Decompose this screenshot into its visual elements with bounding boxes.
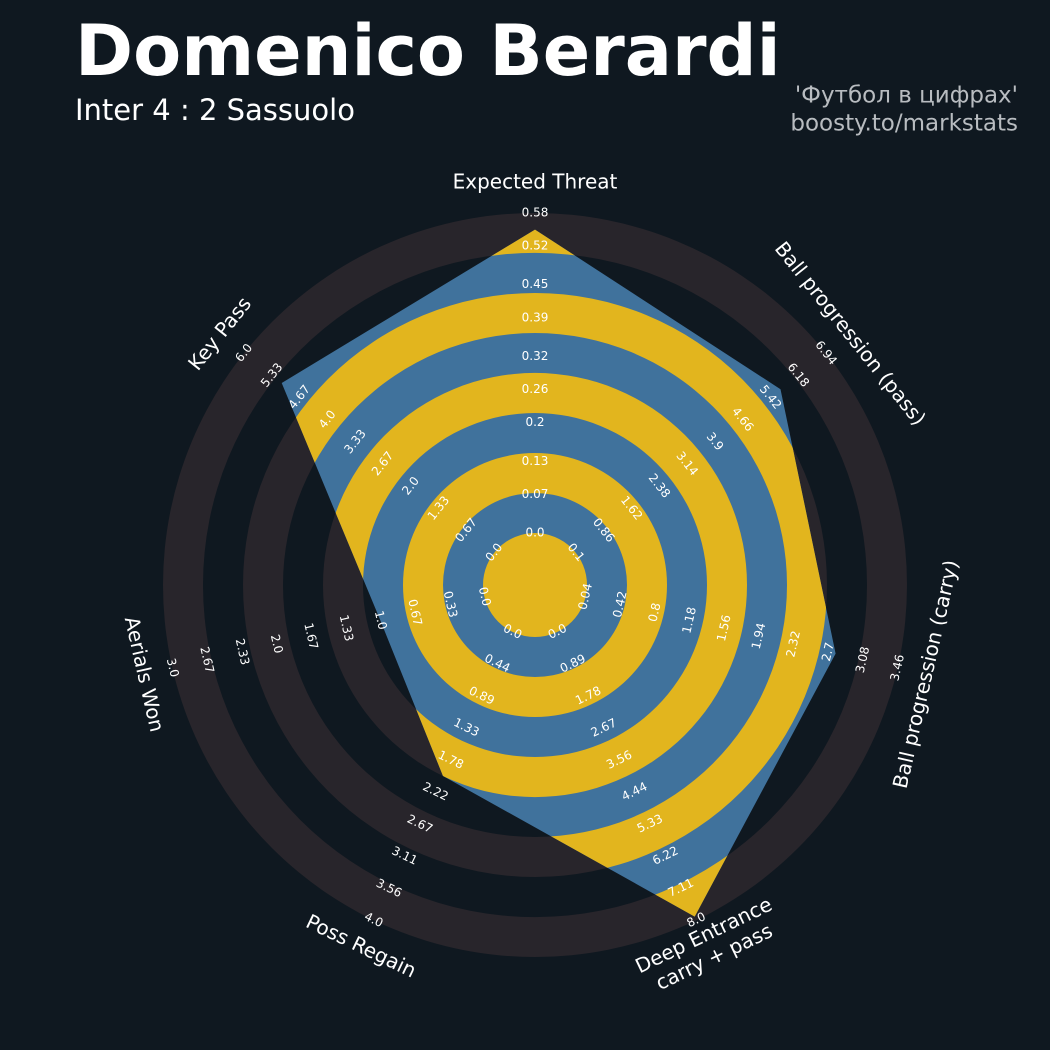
tick-label: 3.46 [887,653,907,682]
tick-label: 0.8 [646,601,664,623]
tick-label: 0.13 [522,454,549,468]
tick-label: 0.0 [476,586,494,608]
tick-label: 0.67 [405,598,425,627]
chart-subtitle: Inter 4 : 2 Sassuolo [75,93,355,127]
chart-title: Domenico Berardi [75,10,781,92]
tick-label: 0.45 [522,277,549,291]
tick-label: 0.2 [525,415,544,429]
tick-label: 1.94 [749,621,769,650]
param-label: Expected Threat [453,170,618,194]
inner-rings [281,229,836,917]
tick-label: 0.33 [441,590,461,619]
tick-label: 3.0 [164,657,182,679]
tick-label: 0.39 [522,310,549,324]
tick-label: 0.52 [522,239,549,253]
tick-label: 3.08 [853,645,873,674]
tick-label: 1.56 [714,614,734,643]
tick-label: 1.18 [679,606,699,635]
credit: 'Футбол в цифрах' [795,83,1018,109]
tick-label: 2.32 [783,629,803,658]
tick-label: 0.32 [522,349,549,363]
tick-label: 1.67 [301,622,321,651]
tick-label: 0.0 [525,526,544,540]
tick-label: 1.0 [372,609,390,631]
tick-label: 1.33 [337,613,357,642]
ring [403,453,667,717]
tick-label: 2.7 [819,641,837,663]
tick-label: 2.33 [233,637,253,666]
tick-label: 0.58 [522,206,549,220]
tick-label: 2.67 [197,645,217,674]
credit: boosty.to/markstats [790,111,1018,137]
tick-label: 0.07 [522,487,549,501]
tick-label: 0.26 [522,382,549,396]
tick-label: 0.42 [610,590,630,619]
tick-label: 2.0 [268,633,286,655]
ring [483,533,587,637]
tick-label: 0.04 [575,582,595,611]
